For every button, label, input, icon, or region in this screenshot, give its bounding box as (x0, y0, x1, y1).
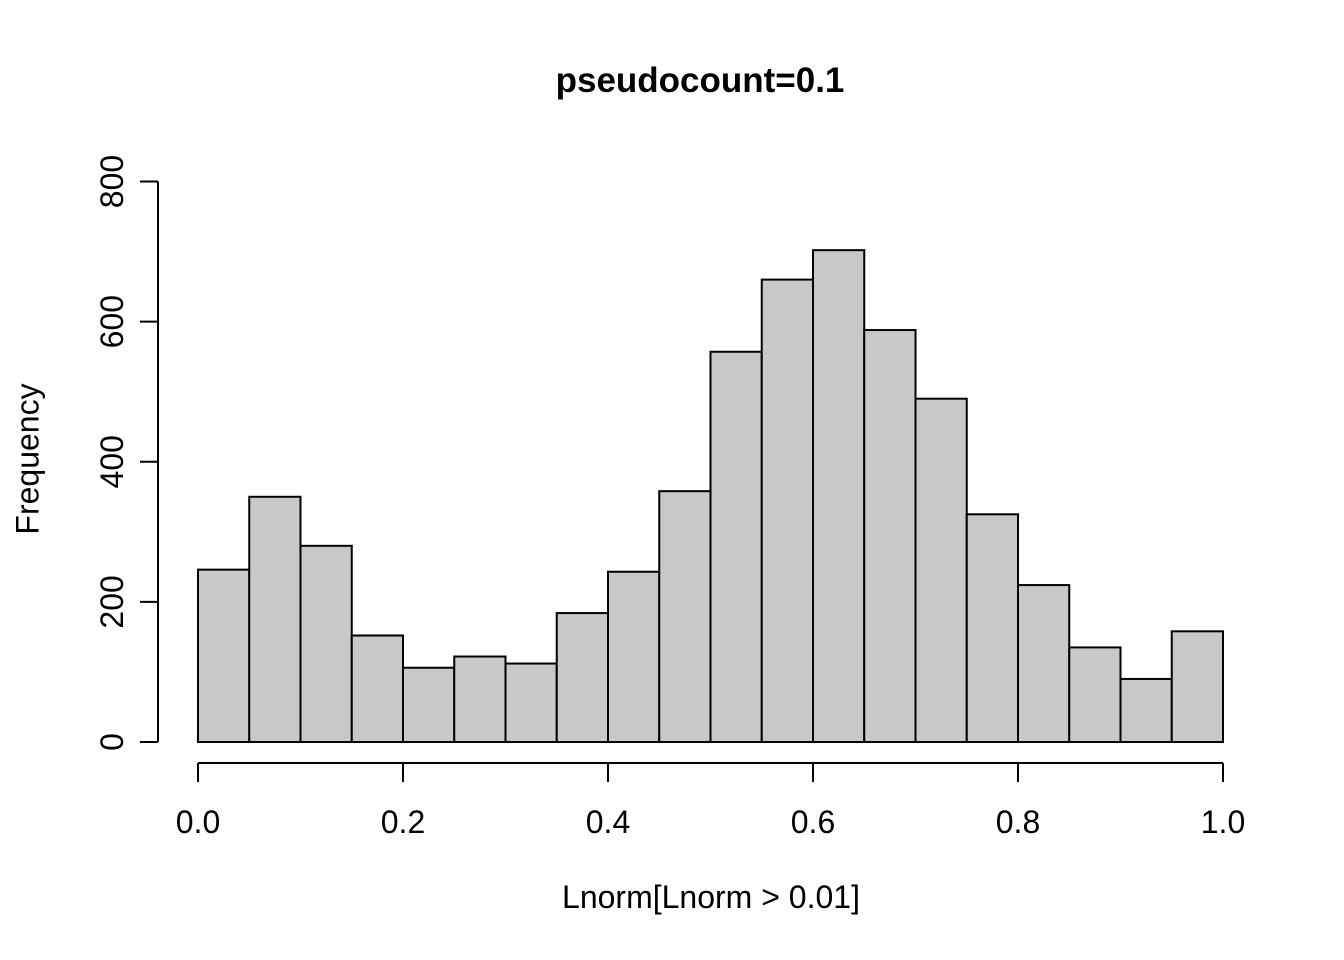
y-tick-label: 800 (94, 155, 130, 208)
histogram-bar (863, 329, 917, 743)
histogram-bar (1119, 677, 1173, 743)
histogram-bar (760, 278, 814, 743)
y-tick-label: 400 (94, 435, 130, 488)
y-axis-label: Frequency (9, 383, 46, 535)
histogram-bar (914, 397, 968, 743)
x-tick-label: 0.4 (586, 804, 630, 840)
x-tick-label: 1.0 (1201, 804, 1245, 840)
y-tick-label: 0 (94, 733, 130, 751)
histogram-bar (607, 570, 661, 743)
histogram-bar (504, 662, 558, 744)
x-tick-label: 0.6 (791, 804, 835, 840)
x-tick-label: 0.2 (381, 804, 425, 840)
y-tick-label: 200 (94, 575, 130, 628)
y-tick-label: 600 (94, 295, 130, 348)
histogram-bar (197, 568, 251, 743)
histogram-bar (812, 249, 866, 743)
histogram-bar (248, 495, 302, 743)
histogram-bar (1170, 630, 1224, 744)
histogram-bar (299, 544, 353, 744)
histogram-bar (453, 655, 507, 743)
histogram-bar (350, 634, 404, 744)
histogram-bar (965, 513, 1019, 743)
histogram-bar (658, 490, 712, 743)
x-tick-label: 0.0 (176, 804, 220, 840)
x-axis-label: Lnorm[Lnorm > 0.01] (562, 879, 860, 915)
histogram-bar (555, 612, 609, 744)
bars-group (197, 249, 1224, 744)
histogram-bar (1068, 646, 1122, 744)
histogram-bar (709, 350, 763, 743)
histogram-bar (1017, 584, 1071, 743)
axes-group: 0 200 400 600 800 0.0 0.2 0.4 0.6 0.8 1.0 (94, 155, 1245, 840)
histogram-bar (402, 666, 456, 744)
x-tick-label: 0.8 (996, 804, 1040, 840)
chart-title: pseudocount=0.1 (555, 61, 845, 100)
